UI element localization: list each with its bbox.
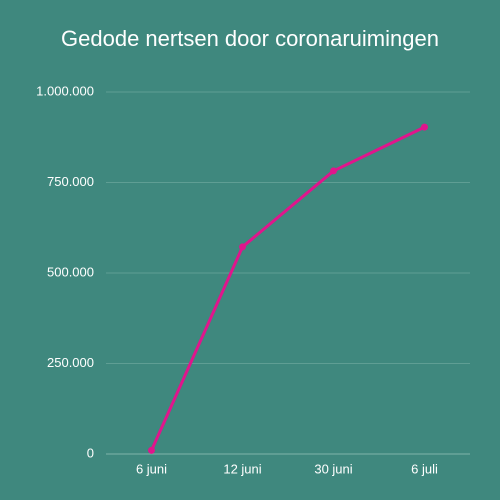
- y-tick-label: 750.000: [47, 174, 94, 189]
- x-tick-label: 30 juni: [314, 461, 352, 476]
- data-point: [330, 167, 337, 175]
- y-tick-label: 1.000.000: [36, 83, 94, 98]
- x-tick-label: 12 juni: [223, 461, 261, 476]
- data-point: [421, 123, 428, 131]
- data-point: [148, 446, 155, 454]
- chart-title: Gedode nertsen door coronaruimingen: [61, 26, 439, 51]
- x-tick-label: 6 juli: [411, 461, 438, 476]
- data-point: [239, 243, 246, 251]
- data-line: [150, 125, 426, 451]
- y-tick-label: 500.000: [47, 264, 94, 279]
- x-tick-label: 6 juni: [136, 461, 167, 476]
- y-tick-label: 250.000: [47, 355, 94, 370]
- y-tick-label: 0: [87, 445, 94, 460]
